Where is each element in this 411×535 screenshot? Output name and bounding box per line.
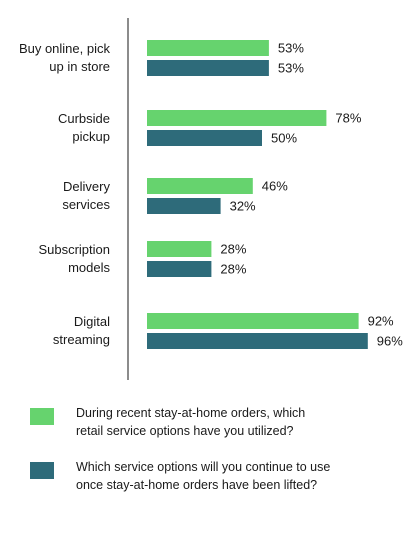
category-label: services xyxy=(62,197,110,212)
bar-series-2 xyxy=(147,261,212,277)
category-label: Digital xyxy=(74,314,110,329)
bar-series-1 xyxy=(147,178,253,194)
data-label: 46% xyxy=(262,179,288,194)
category-label: up in store xyxy=(49,59,110,74)
legend-entry-text: During recent stay-at-home orders, which xyxy=(76,406,305,420)
data-label: 53% xyxy=(278,41,304,56)
bar-series-1 xyxy=(147,241,212,257)
bar-series-1 xyxy=(147,40,269,56)
legend-entry-text: once stay-at-home orders have been lifte… xyxy=(76,478,317,492)
category-label: pickup xyxy=(72,129,110,144)
category-label: Curbside xyxy=(58,111,110,126)
data-label: 28% xyxy=(220,262,246,277)
category-label: Delivery xyxy=(63,179,110,194)
category-label: Subscription xyxy=(38,242,110,257)
chart-legend: During recent stay-at-home orders, which… xyxy=(30,406,330,492)
data-label: 53% xyxy=(278,61,304,76)
data-label: 32% xyxy=(230,199,256,214)
data-label: 50% xyxy=(271,131,297,146)
data-label: 78% xyxy=(335,111,361,126)
legend-swatch-2 xyxy=(30,462,54,479)
bar-series-2 xyxy=(147,130,262,146)
data-label: 96% xyxy=(377,334,403,349)
bar-series-2 xyxy=(147,333,368,349)
bar-series-2 xyxy=(147,198,221,214)
legend-swatch-1 xyxy=(30,408,54,425)
data-label: 92% xyxy=(368,314,394,329)
category-label: streaming xyxy=(53,332,110,347)
category-label: Buy online, pick xyxy=(19,41,111,56)
bar-series-2 xyxy=(147,60,269,76)
bar-series-1 xyxy=(147,313,359,329)
data-label: 28% xyxy=(220,242,246,257)
legend-entry-text: Which service options will you continue … xyxy=(76,460,330,474)
bar-series-1 xyxy=(147,110,327,126)
category-label: models xyxy=(68,260,110,275)
chart-marks: Buy online, pick up in store 53% 53% Curbsid… xyxy=(19,40,403,349)
legend-entry-text: retail service options have you utilized… xyxy=(76,424,294,438)
